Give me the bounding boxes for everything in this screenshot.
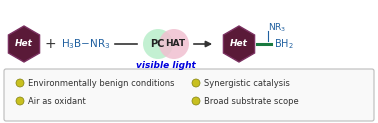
Polygon shape xyxy=(8,26,40,62)
Text: +: + xyxy=(44,37,56,51)
Text: HAT: HAT xyxy=(165,39,185,48)
Circle shape xyxy=(16,97,24,105)
Circle shape xyxy=(16,79,24,87)
Text: Broad substrate scope: Broad substrate scope xyxy=(204,97,299,106)
Text: BH$_2$: BH$_2$ xyxy=(274,37,294,51)
Text: H$_3$B$-$NR$_3$: H$_3$B$-$NR$_3$ xyxy=(61,37,111,51)
Text: visible light: visible light xyxy=(136,61,196,69)
Text: Het: Het xyxy=(15,39,33,48)
Text: Synergistic catalysis: Synergistic catalysis xyxy=(204,78,290,87)
Text: Environmentally benign conditions: Environmentally benign conditions xyxy=(28,78,175,87)
Circle shape xyxy=(143,29,173,59)
FancyBboxPatch shape xyxy=(4,69,374,121)
Text: NR$_3$: NR$_3$ xyxy=(268,22,286,34)
Polygon shape xyxy=(223,26,255,62)
Text: Het: Het xyxy=(230,39,248,48)
Circle shape xyxy=(192,79,200,87)
Text: PC: PC xyxy=(150,39,164,49)
Circle shape xyxy=(192,97,200,105)
Circle shape xyxy=(159,29,189,59)
Text: Air as oxidant: Air as oxidant xyxy=(28,97,86,106)
